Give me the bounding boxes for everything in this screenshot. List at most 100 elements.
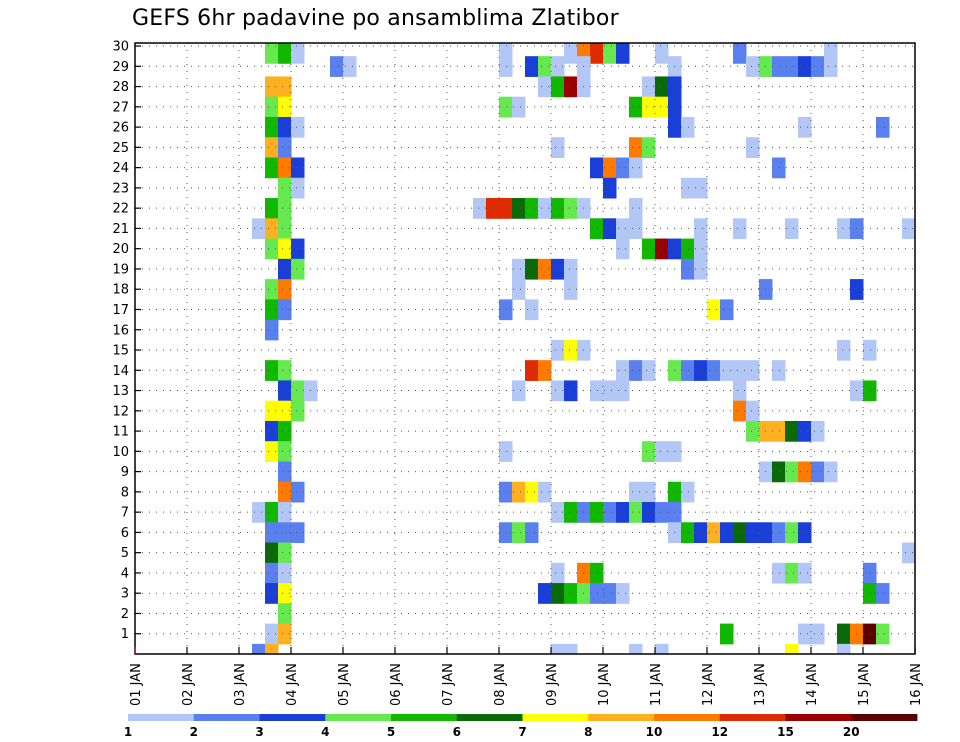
legend-swatch	[522, 714, 589, 721]
heatmap-cell	[265, 137, 279, 158]
y-tick-label: 20	[112, 242, 129, 257]
heatmap-cell	[785, 420, 799, 442]
heatmap-cell	[642, 441, 656, 462]
x-tick-label: 06 JAN	[389, 663, 404, 706]
heatmap-cell	[642, 502, 656, 523]
heatmap-cell	[278, 218, 292, 240]
heatmap-cell	[265, 562, 279, 584]
heatmap-cell	[278, 137, 292, 158]
heatmap-cell	[720, 360, 734, 381]
heatmap-cell	[278, 238, 292, 260]
heatmap-cell	[746, 137, 760, 158]
y-tick-label: 17	[112, 303, 129, 318]
heatmap-cell	[291, 481, 305, 503]
heatmap-cell	[265, 299, 279, 321]
heatmap-cell	[681, 116, 695, 138]
heatmap-cell	[707, 360, 721, 381]
heatmap-cell	[265, 96, 279, 118]
y-tick-label: 14	[112, 364, 129, 379]
heatmap-cell	[265, 218, 279, 240]
heatmap-cell	[785, 218, 799, 240]
heatmap-cell	[694, 258, 708, 280]
heatmap-cell	[746, 420, 760, 442]
heatmap-cell	[499, 56, 513, 77]
heatmap-cell	[265, 43, 279, 64]
legend-label: 5	[387, 725, 395, 739]
y-tick-label: 23	[112, 181, 129, 196]
heatmap-cell	[252, 218, 266, 240]
heatmap-cell	[655, 643, 669, 654]
y-tick-label: 10	[112, 445, 129, 460]
legend-label: 3	[255, 725, 263, 739]
heatmap-cell	[278, 360, 292, 381]
heatmap-cell	[291, 258, 305, 280]
heatmap-cell	[265, 643, 279, 654]
heatmap-cell	[512, 481, 526, 503]
heatmap-cell	[603, 583, 617, 604]
legend-swatch	[719, 714, 786, 721]
y-tick-label: 18	[112, 283, 129, 298]
heatmap-cell	[642, 481, 656, 503]
heatmap-cell	[265, 198, 279, 219]
heatmap-cell	[603, 177, 617, 199]
heatmap-cell	[707, 299, 721, 321]
heatmap-cell	[772, 562, 786, 584]
heatmap-cell	[902, 218, 916, 240]
heatmap-cell	[590, 218, 604, 240]
y-tick-label: 16	[112, 323, 129, 338]
heatmap-cell	[265, 420, 279, 442]
heatmap-cell	[707, 522, 721, 544]
heatmap-cell	[278, 623, 292, 645]
heatmap-cell	[837, 339, 851, 361]
heatmap-cell	[590, 562, 604, 584]
heatmap-cell	[772, 461, 786, 483]
legend-label: 2	[190, 725, 198, 739]
heatmap-cell	[616, 380, 630, 402]
x-tick-label: 02 JAN	[181, 663, 196, 706]
heatmap-cell	[642, 137, 656, 158]
heatmap-cell	[551, 339, 565, 361]
x-axis: 01 JAN 02 JAN 03 JAN 04 JAN 05 JAN 06 JAN 07 J…	[129, 647, 924, 706]
heatmap-cell	[785, 56, 799, 77]
heatmap-cell	[798, 562, 812, 584]
legend-swatch	[128, 714, 195, 721]
heatmap-cell	[720, 522, 734, 544]
heatmap-cell	[590, 157, 604, 179]
heatmap-cell	[603, 380, 617, 402]
heatmap-cell	[798, 420, 812, 442]
heatmap-cell	[551, 137, 565, 158]
heatmap-cell	[278, 481, 292, 503]
heatmap-cell	[876, 623, 890, 645]
legend-label: 1	[124, 725, 132, 739]
y-tick-label: 5	[121, 546, 129, 561]
heatmap-cell	[824, 56, 838, 77]
heatmap-cell	[733, 380, 747, 402]
x-tick-label: 01 JAN	[129, 663, 144, 706]
y-tick-label: 19	[112, 262, 129, 277]
y-tick-label: 15	[112, 344, 129, 359]
heatmap-cell	[278, 400, 292, 422]
heatmap-cell	[551, 76, 565, 98]
heatmap-cell	[681, 177, 695, 199]
heatmap-cell	[629, 360, 643, 381]
heatmap-cell	[863, 380, 877, 402]
heatmap-cell	[564, 380, 578, 402]
heatmap-cell	[590, 380, 604, 402]
heatmap-cell	[811, 623, 825, 645]
heatmap-cell	[538, 198, 552, 219]
heatmap-cell	[551, 562, 565, 584]
heatmap-cell	[278, 542, 292, 564]
y-tick-label: 9	[121, 465, 129, 480]
heatmap-cell	[512, 380, 526, 402]
heatmap-cell	[265, 157, 279, 179]
legend-label: 15	[777, 725, 794, 739]
heatmap-cell	[694, 360, 708, 381]
heatmap-cell	[798, 461, 812, 483]
legend-label: 4	[321, 725, 329, 739]
x-tick-label: 12 JAN	[701, 663, 716, 706]
heatmap-cell	[512, 198, 526, 219]
heatmap-cell	[551, 583, 565, 604]
y-tick-label: 22	[112, 202, 129, 217]
heatmap-cell	[616, 238, 630, 260]
